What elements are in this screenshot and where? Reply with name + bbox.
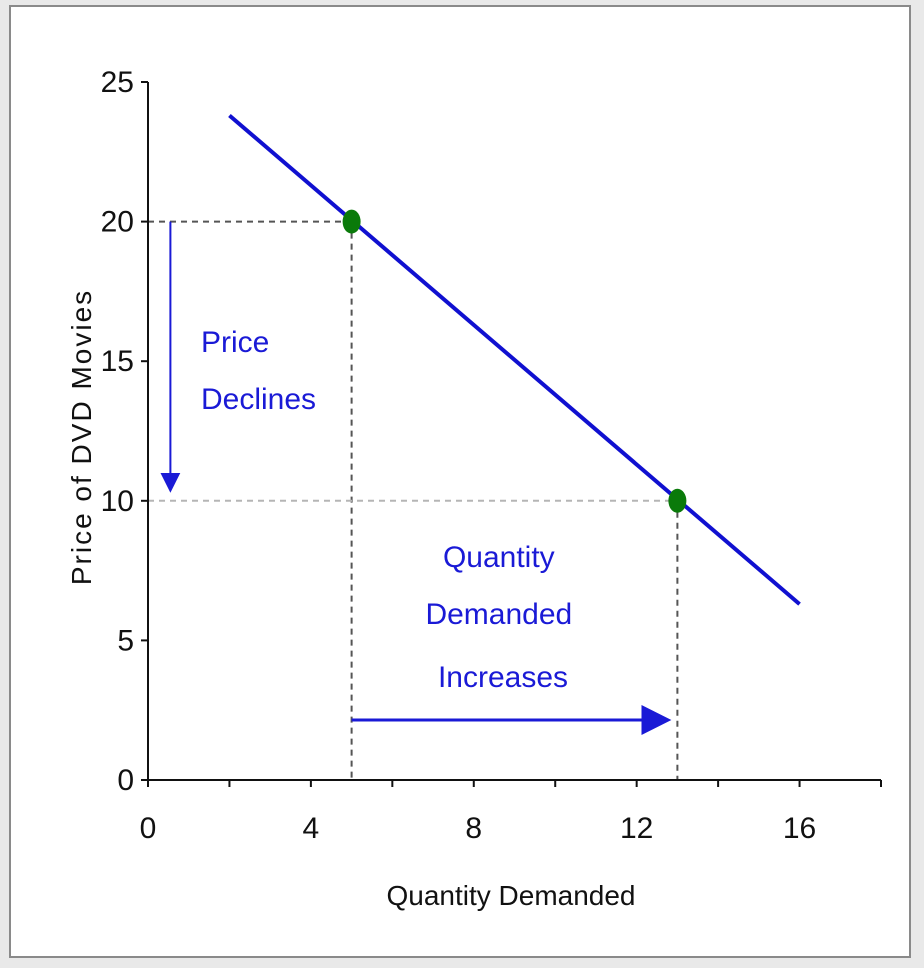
quantity-increases-line-3: Increases xyxy=(438,661,568,694)
price-declines-line-2: Declines xyxy=(201,383,316,416)
quantity-increases-note: Quantity Demanded Increases xyxy=(425,541,580,694)
x-axis-title: Quantity Demanded xyxy=(386,880,635,911)
x-tick-label: 0 xyxy=(140,812,157,845)
price-declines-note: Price Declines xyxy=(201,326,316,416)
price-declines-line-1: Price xyxy=(201,326,269,359)
y-tick-label: 20 xyxy=(101,206,134,239)
demand-point xyxy=(668,488,687,513)
y-tick-label: 5 xyxy=(117,624,134,657)
chart-frame: 0 5 10 15 20 25 0 4 8 12 16 Quantity Demanded Pric… xyxy=(9,5,911,958)
y-tick-label: 10 xyxy=(101,485,134,518)
arrows-layer xyxy=(160,221,672,735)
demand-point xyxy=(342,209,361,234)
axes: 0 5 10 15 20 25 0 4 8 12 16 xyxy=(101,66,882,845)
y-tick-label: 25 xyxy=(101,66,134,99)
demand-curve xyxy=(228,113,801,606)
x-tick-label: 12 xyxy=(620,812,653,845)
y-axis-title: Price of DVD Movies xyxy=(66,289,97,585)
points-layer xyxy=(342,209,687,513)
y-tick-label: 15 xyxy=(101,345,134,378)
demand-chart: 0 5 10 15 20 25 0 4 8 12 16 Quantity Demanded Pric… xyxy=(66,66,882,911)
quantity-increases-line-1: Quantity xyxy=(443,541,555,574)
series-layer xyxy=(228,113,801,606)
guide-lines xyxy=(148,220,679,780)
x-tick-label: 16 xyxy=(783,812,816,845)
y-tick-label: 0 xyxy=(117,764,134,797)
quantity-increases-line-2: Demanded xyxy=(425,598,572,631)
x-tick-label: 8 xyxy=(465,812,482,845)
x-tick-label: 4 xyxy=(303,812,320,845)
